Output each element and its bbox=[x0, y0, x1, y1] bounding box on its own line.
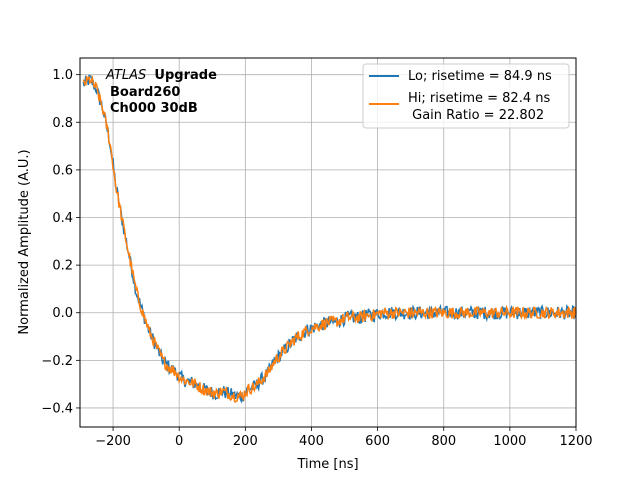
annotation-line-3: Ch000 30dB bbox=[110, 101, 198, 116]
y-tick-label: −0.2 bbox=[41, 354, 73, 369]
legend: Lo; risetime = 84.9 ns Hi; risetime = 82… bbox=[362, 63, 570, 129]
x-tick-label: 0 bbox=[175, 434, 183, 449]
y-tick-label: −0.4 bbox=[41, 401, 73, 416]
y-tick-label: 0.6 bbox=[52, 163, 73, 178]
x-tick-label: 800 bbox=[431, 434, 456, 449]
annotation: ATLAS Upgrade Board260 Ch000 30dB bbox=[105, 68, 217, 116]
x-tick-label: 400 bbox=[299, 434, 324, 449]
x-tick-label: 1000 bbox=[493, 434, 526, 449]
y-tick-label: 0.2 bbox=[52, 259, 73, 274]
y-tick-label: 0.4 bbox=[52, 211, 73, 226]
y-axis-label: Normalized Amplitude (A.U.) bbox=[17, 149, 32, 334]
x-ticks: −200 0 200 400 600 800 1000 1200 bbox=[95, 427, 593, 449]
series-layer bbox=[82, 74, 577, 404]
y-tick-label: 0.0 bbox=[52, 306, 73, 321]
annotation-italic: ATLAS bbox=[105, 68, 146, 83]
x-tick-label: 600 bbox=[365, 434, 390, 449]
annotation-bold: Upgrade bbox=[154, 68, 217, 83]
annotation-line-2: Board260 bbox=[110, 85, 180, 100]
axes-frame bbox=[79, 57, 577, 428]
y-tick-label: 0.8 bbox=[52, 116, 73, 131]
annotation-line-1: ATLAS Upgrade bbox=[105, 68, 217, 83]
y-tick-label: 1.0 bbox=[52, 68, 73, 83]
y-ticks: −0.4 −0.2 0.0 0.2 0.4 0.6 0.8 1.0 bbox=[41, 68, 80, 416]
legend-gain-ratio: Gain Ratio = 22.802 bbox=[408, 108, 544, 123]
series-line-hi bbox=[82, 74, 577, 403]
x-tick-label: −200 bbox=[95, 434, 131, 449]
legend-label-hi: Hi; risetime = 82.4 ns bbox=[408, 91, 550, 106]
legend-box bbox=[362, 63, 570, 129]
x-axis-label: Time [ns] bbox=[296, 457, 358, 472]
legend-label-lo: Lo; risetime = 84.9 ns bbox=[408, 69, 552, 84]
x-tick-label: 1200 bbox=[559, 434, 592, 449]
x-tick-label: 200 bbox=[233, 434, 258, 449]
